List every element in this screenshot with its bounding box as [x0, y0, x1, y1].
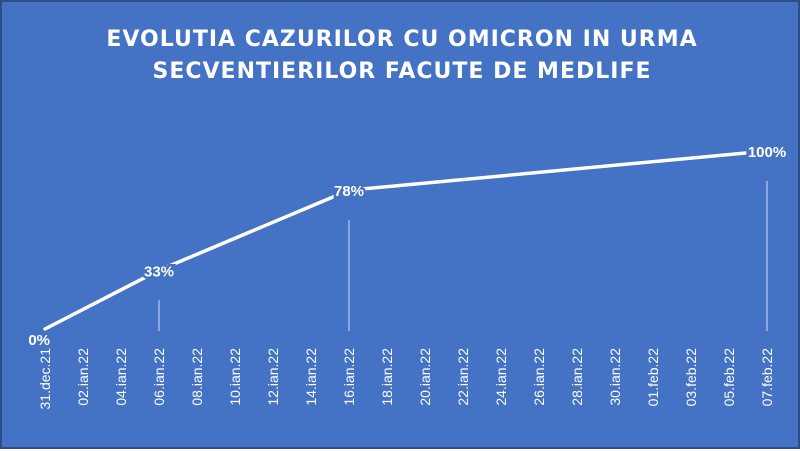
x-tick-label: 18.ian.22: [379, 348, 395, 406]
x-tick-label: 12.ian.22: [265, 348, 281, 406]
x-tick-label: 06.ian.22: [151, 348, 167, 406]
data-label: 78%: [334, 183, 364, 200]
x-tick-label: 20.ian.22: [417, 348, 433, 406]
x-tick-label: 07.feb.22: [759, 348, 775, 407]
x-tick-label: 10.ian.22: [227, 348, 243, 406]
data-label: 33%: [144, 263, 174, 280]
x-tick-label: 30.ian.22: [607, 348, 623, 406]
x-tick-label: 22.ian.22: [455, 348, 471, 406]
series-line: [43, 149, 769, 331]
data-point: [157, 268, 161, 272]
x-tick-label: 14.ian.22: [303, 348, 319, 406]
data-point: [765, 149, 769, 153]
x-tick-label: 05.feb.22: [721, 348, 737, 407]
x-axis-tick-labels: 31.dec.21 02.ian.22 04.ian.22 06.ian.22 08.i…: [37, 348, 775, 410]
data-point: [347, 188, 351, 192]
x-tick-label: 24.ian.22: [493, 348, 509, 406]
data-point: [43, 327, 47, 331]
data-label: 0%: [28, 332, 50, 349]
data-labels: 0% 33% 78% 100%: [28, 142, 788, 350]
x-tick-label: 08.ian.22: [189, 348, 205, 406]
x-tick-label: 03.feb.22: [683, 348, 699, 407]
drop-lines: [158, 181, 768, 331]
x-tick-label: 04.ian.22: [113, 348, 129, 406]
x-tick-label: 01.feb.22: [645, 348, 661, 407]
x-tick-label: 02.ian.22: [75, 348, 91, 406]
data-label: 100%: [748, 144, 786, 161]
x-tick-label: 26.ian.22: [531, 348, 547, 406]
series-layer: [43, 149, 769, 331]
chart-title-line-1: EVOLUTIA CAZURILOR CU OMICRON IN URMA: [106, 27, 697, 52]
x-tick-label: 28.ian.22: [569, 348, 585, 406]
chart-title-line-2: SECVENTIERILOR FACUTE DE MEDLIFE: [153, 59, 652, 84]
x-tick-label: 31.dec.21: [37, 348, 53, 410]
x-tick-label: 16.ian.22: [341, 348, 357, 406]
